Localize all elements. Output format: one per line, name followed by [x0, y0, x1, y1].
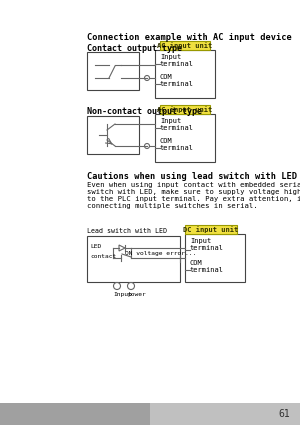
- Bar: [87, 236, 180, 282]
- Text: Connection example with AC input device: Connection example with AC input device: [87, 33, 292, 42]
- Bar: [87, 52, 139, 90]
- Bar: [87, 116, 139, 154]
- Text: Contact output type: Contact output type: [87, 44, 182, 53]
- Circle shape: [128, 283, 134, 289]
- Text: 61: 61: [278, 409, 290, 419]
- Bar: [185, 234, 245, 282]
- Bar: [155, 50, 215, 98]
- Text: AC input unit: AC input unit: [158, 42, 213, 49]
- Text: Non-contact output type: Non-contact output type: [87, 107, 202, 116]
- Text: COM
terminal: COM terminal: [190, 260, 224, 273]
- Text: LED: LED: [90, 244, 101, 249]
- Text: Input
terminal: Input terminal: [160, 54, 194, 67]
- Circle shape: [145, 76, 149, 80]
- Text: COM
terminal: COM terminal: [160, 74, 194, 87]
- Bar: [185, 225, 237, 234]
- Bar: [0, 403, 300, 425]
- Bar: [155, 114, 215, 162]
- Text: Cautions when using lead switch with LED: Cautions when using lead switch with LED: [87, 172, 297, 181]
- Bar: [0, 403, 150, 425]
- Text: power: power: [127, 292, 146, 297]
- Text: ON voltage error...: ON voltage error...: [125, 251, 196, 256]
- Text: DC input unit: DC input unit: [183, 226, 238, 233]
- Bar: [160, 105, 210, 114]
- Text: Input
terminal: Input terminal: [190, 238, 224, 251]
- Text: Even when using input contact with embedded serial LED such as lead
switch with : Even when using input contact with embed…: [87, 182, 300, 209]
- Bar: [160, 41, 210, 50]
- Text: contact: contact: [90, 254, 116, 259]
- Text: AC input unit: AC input unit: [158, 106, 213, 113]
- Text: COM
terminal: COM terminal: [160, 138, 194, 151]
- Text: Input: Input: [113, 292, 132, 297]
- Circle shape: [145, 144, 149, 148]
- Text: Lead switch with LED: Lead switch with LED: [87, 228, 167, 234]
- Circle shape: [113, 283, 121, 289]
- Text: Input
terminal: Input terminal: [160, 118, 194, 131]
